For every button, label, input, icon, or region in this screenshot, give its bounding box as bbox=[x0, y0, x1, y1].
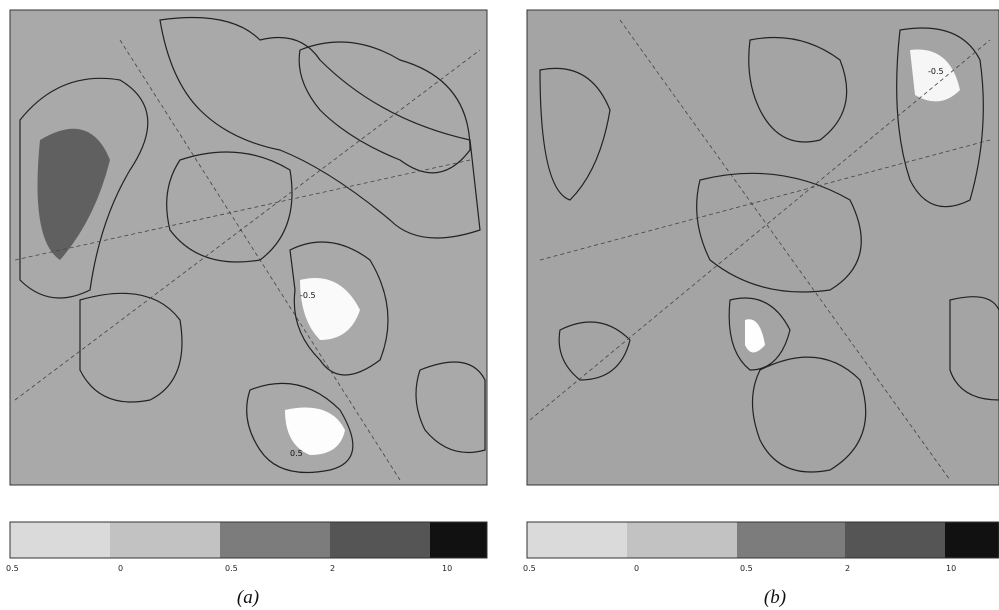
colorbar-segment bbox=[527, 522, 627, 558]
contour-label: -0.5 bbox=[928, 67, 944, 76]
colorbar-segment bbox=[220, 522, 330, 558]
colorbar-b: 0.5 0 0.5 2 10 bbox=[523, 522, 999, 573]
colorbar-label: 0.5 bbox=[6, 564, 19, 573]
colorbar-segment bbox=[945, 522, 999, 558]
map-a: -0.5 0.5 bbox=[10, 10, 487, 485]
colorbar-label: 10 bbox=[946, 564, 956, 573]
colorbar-segment bbox=[10, 522, 110, 558]
caption: (a) bbox=[237, 587, 259, 608]
colorbar-label: 0 bbox=[634, 564, 639, 573]
colorbar-segment bbox=[110, 522, 220, 558]
contour-label: 0.5 bbox=[290, 449, 303, 458]
colorbar-label: 2 bbox=[845, 564, 850, 573]
colorbar-label: 0.5 bbox=[740, 564, 753, 573]
contour-label: -0.5 bbox=[300, 291, 316, 300]
colorbar-segment bbox=[330, 522, 430, 558]
colorbar-label: 0.5 bbox=[225, 564, 238, 573]
colorbar-label: 0.5 bbox=[523, 564, 536, 573]
colorbar-label: 2 bbox=[330, 564, 335, 573]
colorbar-segment bbox=[845, 522, 945, 558]
caption: (b) bbox=[764, 587, 786, 608]
colorbar-a: 0.5 0 0.5 2 10 bbox=[6, 522, 487, 573]
colorbar-segment bbox=[430, 522, 487, 558]
map-frame bbox=[10, 10, 487, 485]
colorbar-segment bbox=[627, 522, 737, 558]
map-b: -0.5 bbox=[527, 10, 999, 485]
colorbar-label: 10 bbox=[442, 564, 452, 573]
colorbar-label: 0 bbox=[118, 564, 123, 573]
figure: -0.5 0.5 -0.5 0.5 0 0.5 2 10 bbox=[0, 0, 999, 610]
colorbar-segment bbox=[737, 522, 845, 558]
